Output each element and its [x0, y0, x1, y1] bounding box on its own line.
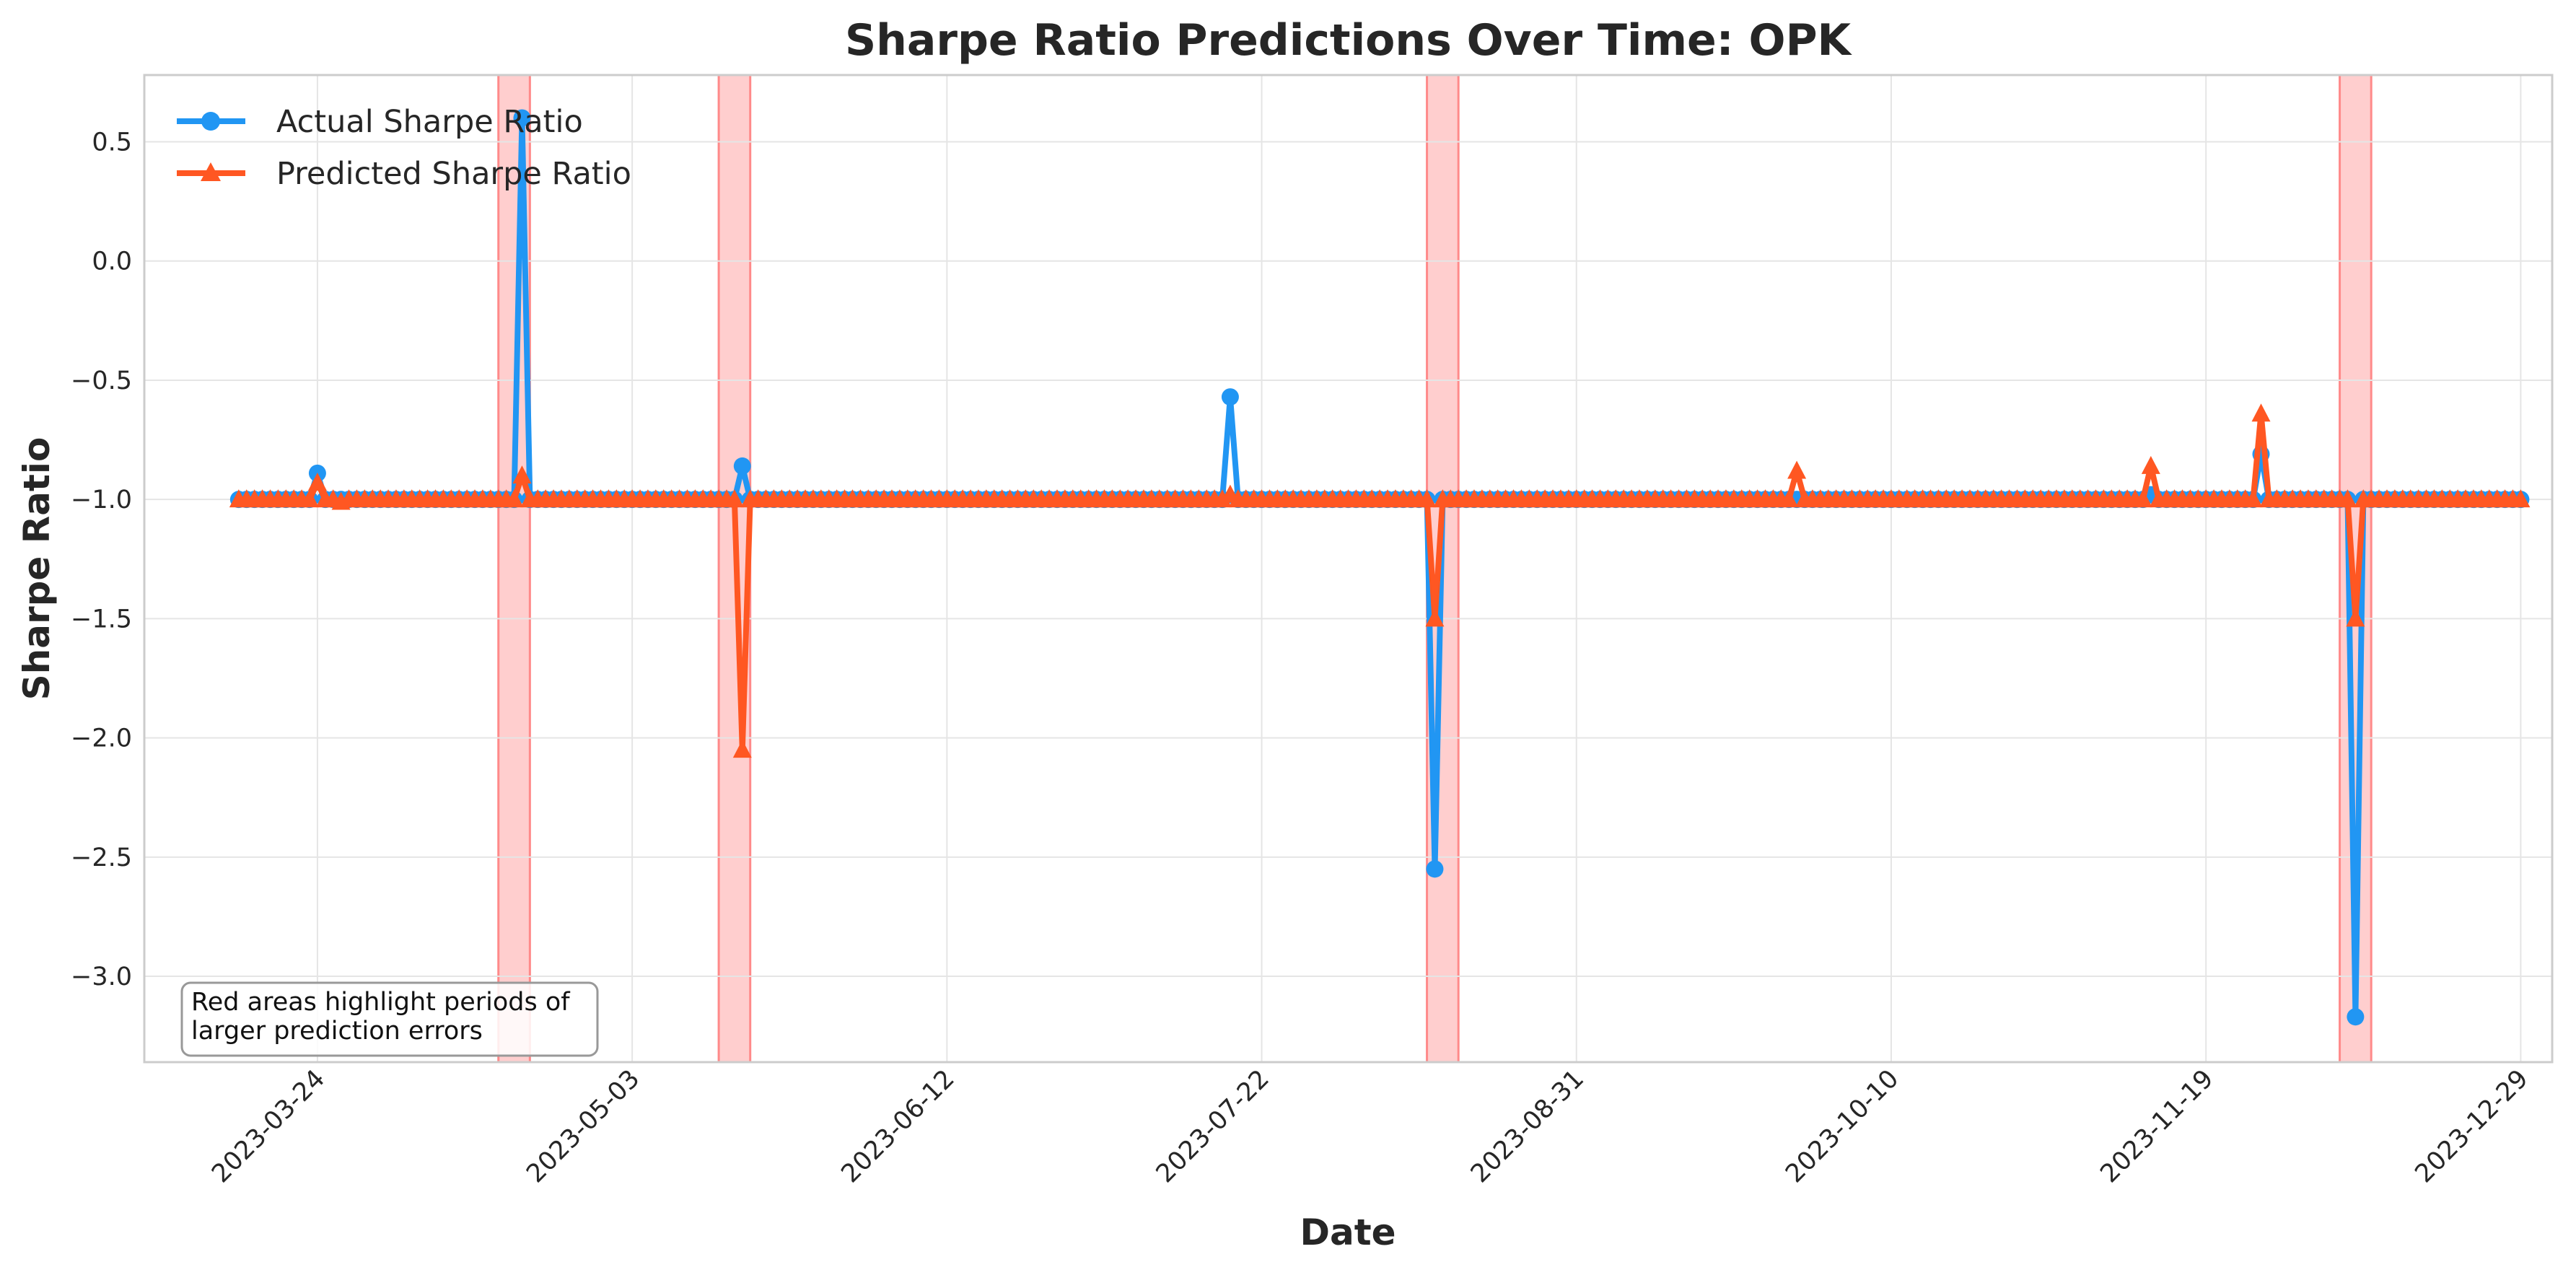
plot-frame: [143, 74, 2554, 1064]
data-point: [724, 489, 744, 508]
data-point: [2347, 1008, 2365, 1026]
chart-title: Sharpe Ratio Predictions Over Time: OPK: [845, 15, 1853, 66]
annotation-text: Red areas highlight periods of larger pre…: [191, 988, 570, 1046]
y-tick-label: −2.5: [71, 844, 132, 872]
data-point: [1425, 608, 1445, 627]
data-point: [732, 740, 752, 758]
annotation-frame: [180, 981, 599, 1057]
data-point: [300, 489, 320, 508]
data-point: [1779, 489, 1799, 508]
annotation-line: Red areas highlight periods of: [191, 988, 570, 1017]
data-point: [1213, 489, 1232, 508]
x-axis-title: Date: [1300, 1212, 1396, 1253]
data-point: [1417, 489, 1437, 508]
y-tick-label: 0.0: [92, 247, 132, 276]
y-tick-label: −3.0: [71, 963, 132, 991]
data-point: [2338, 489, 2357, 508]
y-axis-title: Sharpe Ratio: [16, 437, 58, 701]
y-tick-label: 0.5: [92, 128, 132, 157]
data-point: [2243, 489, 2263, 508]
data-point: [1426, 860, 1444, 878]
data-point: [2511, 489, 2531, 508]
annotation-box: Red areas highlight periods of larger pre…: [180, 981, 599, 1057]
data-point: [2346, 608, 2365, 627]
annotation-line: larger prediction errors: [191, 1017, 483, 1046]
series-predicted: [229, 403, 2531, 758]
grid-lines: [144, 75, 2552, 1062]
y-tick-label: −1.5: [71, 605, 132, 634]
data-point: [2251, 403, 2271, 422]
y-tick-label: −1.0: [71, 486, 132, 514]
legend-predicted-label: Predicted Sharpe Ratio: [276, 156, 631, 192]
legend: Actual Sharpe Ratio Predicted Sharpe Rat…: [177, 104, 631, 192]
data-point: [1221, 388, 1239, 406]
data-point: [1787, 460, 1807, 479]
y-axis-ticks: 0.5 0.0 −0.5 −1.0 −1.5 −2.0 −2.5 −3.0: [71, 128, 132, 992]
legend-actual-marker: [201, 112, 220, 131]
legend-predicted-marker: [201, 162, 221, 181]
data-point: [504, 489, 524, 508]
data-point: [513, 109, 531, 127]
y-tick-label: −2.0: [71, 724, 132, 753]
data-point: [307, 473, 327, 491]
data-point: [733, 457, 751, 475]
data-point: [2133, 489, 2152, 508]
data-point: [512, 465, 532, 484]
y-tick-label: −0.5: [71, 367, 132, 395]
series-layer: [229, 109, 2531, 1026]
legend-actual-label: Actual Sharpe Ratio: [276, 104, 583, 140]
data-point: [2141, 455, 2160, 474]
